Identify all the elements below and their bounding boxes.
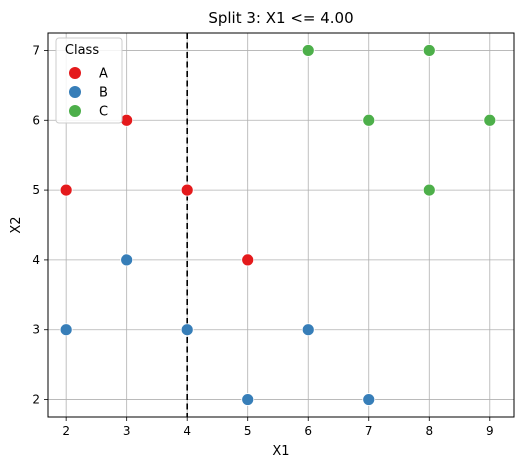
data-point-b xyxy=(362,393,376,406)
data-point-c xyxy=(483,113,497,127)
legend-label-a: A xyxy=(99,67,108,82)
x-tick-label: 4 xyxy=(183,424,191,438)
data-points xyxy=(59,44,497,406)
y-tick-label: 3 xyxy=(32,323,40,337)
data-point-a xyxy=(59,183,73,197)
legend-marker-c xyxy=(69,105,81,117)
data-point-b xyxy=(180,323,194,337)
data-point-c xyxy=(362,113,376,127)
y-axis-label: X2 xyxy=(9,216,24,233)
x-axis-label: X1 xyxy=(272,444,289,459)
data-point-b xyxy=(59,323,73,337)
data-point-c xyxy=(422,183,436,197)
y-tick-label: 5 xyxy=(32,183,40,197)
x-tick-label: 9 xyxy=(486,424,494,438)
x-tick-label: 8 xyxy=(425,424,433,438)
legend-marker-b xyxy=(69,86,81,98)
y-tick-label: 4 xyxy=(32,253,40,267)
y-tick-label: 6 xyxy=(32,113,40,127)
data-point-b xyxy=(120,253,134,267)
legend-box xyxy=(55,37,123,124)
data-point-c xyxy=(301,44,315,57)
data-point-a xyxy=(241,253,255,267)
y-tick-label: 2 xyxy=(32,393,40,407)
x-tick-label: 7 xyxy=(365,424,373,438)
chart-title: Split 3: X1 <= 4.00 xyxy=(208,9,353,27)
data-point-b xyxy=(301,323,315,337)
data-point-a xyxy=(180,183,194,197)
ticks: 2 3 4 5 6 7 8 9 2 3 4 5 6 7 xyxy=(32,43,493,438)
x-tick-label: 5 xyxy=(244,424,252,438)
x-tick-label: 6 xyxy=(304,424,312,438)
data-point-c xyxy=(422,44,436,57)
plot-frame xyxy=(47,32,515,418)
legend-title: Class xyxy=(65,43,99,58)
legend-label-b: B xyxy=(99,86,108,101)
data-point-b xyxy=(241,393,255,406)
x-tick-label: 2 xyxy=(62,424,70,438)
legend-label-c: C xyxy=(99,105,108,120)
legend-marker-a xyxy=(69,67,81,79)
x-tick-label: 3 xyxy=(123,424,131,438)
y-tick-label: 7 xyxy=(32,43,40,57)
